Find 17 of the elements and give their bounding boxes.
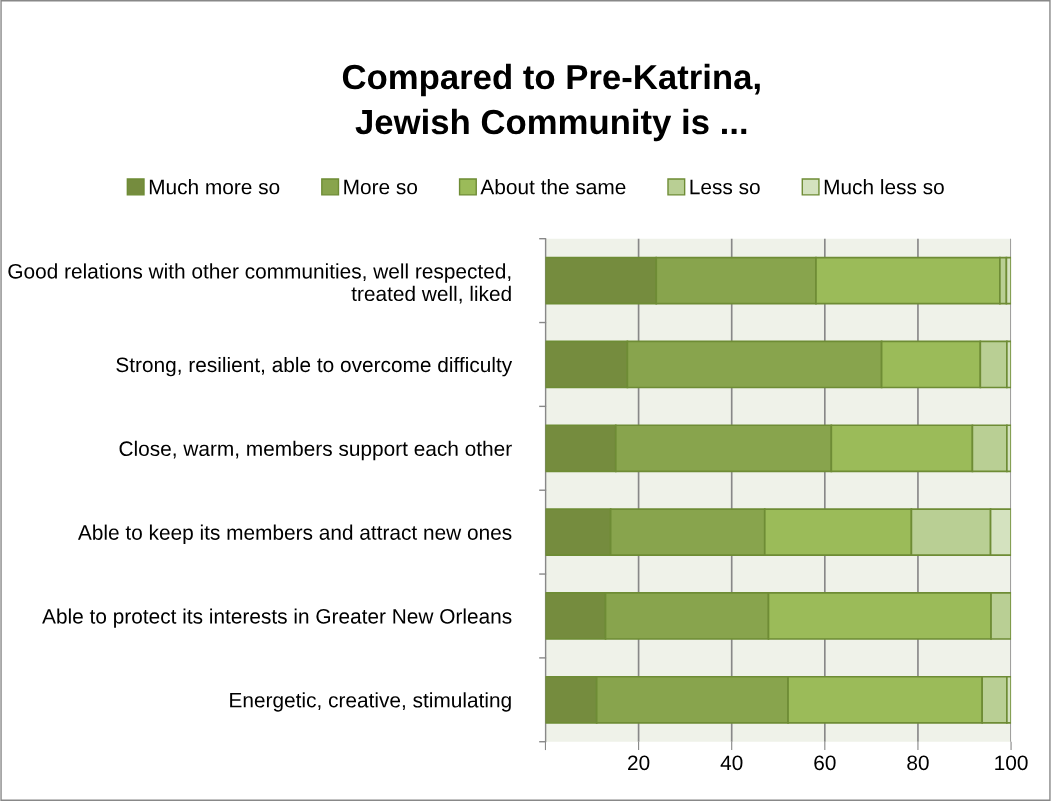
x-tick-label: 80: [907, 755, 929, 771]
y-tick-label: Strong, resilient, able to overcome difficulty: [116, 356, 513, 377]
legend-label: Much more so: [149, 179, 280, 195]
chart-title: Compared to Pre-Katrina, Jewish Community is ...: [342, 63, 760, 142]
y-tick-label: Able to protect its interests in Greater New Orleans: [42, 608, 512, 628]
x-tick-label: 20: [628, 755, 650, 771]
y-tick-label: Good relations with other communities, well respected, treated well, liked: [8, 263, 511, 304]
y-tick-label: Energetic, creative, stimulating: [230, 692, 511, 712]
y-tick-label: Able to keep its members and attract new ones: [77, 524, 512, 544]
legend-label: Much less so: [824, 179, 944, 195]
x-tick-label: 60: [814, 755, 836, 771]
x-tick-label: 100: [995, 755, 1028, 771]
y-tick-label: Close, warm, members support each other: [119, 440, 512, 461]
legend-label: Less so: [690, 179, 760, 195]
x-tick-label: 40: [720, 755, 743, 771]
legend-label: More so: [344, 179, 418, 195]
legend-label: About the same: [480, 179, 626, 195]
